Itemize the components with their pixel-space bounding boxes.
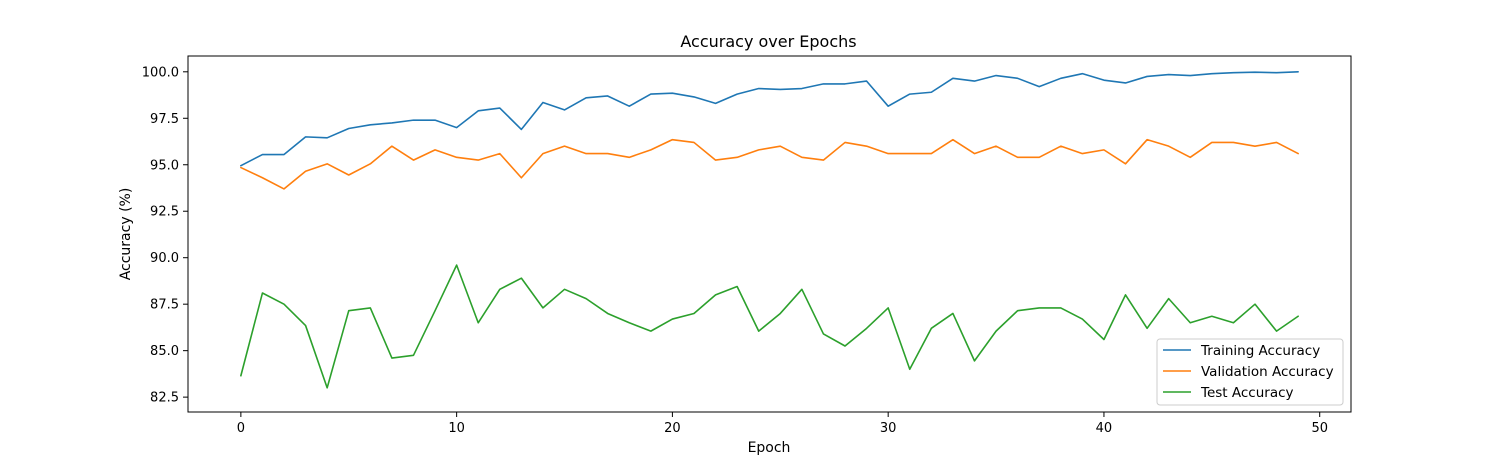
chart-title: Accuracy over Epochs: [680, 32, 856, 51]
y-tick-label: 82.5: [150, 391, 179, 406]
y-axis-ticks: 82.5 85.0 87.5 90.0 92.5 95.0 97.5 100.0: [142, 65, 188, 406]
y-axis-label: Accuracy (%): [118, 188, 134, 281]
legend-label-test-accuracy: Test Accuracy: [1200, 385, 1294, 401]
y-tick-label: 90.0: [150, 251, 179, 266]
y-tick-label: 100.0: [142, 65, 179, 80]
legend-label-training-accuracy: Training Accuracy: [1200, 343, 1320, 359]
x-tick-label: 20: [664, 421, 681, 436]
legend-entries: Training Accuracy Validation Accuracy Test…: [1163, 343, 1334, 401]
x-tick-label: 10: [448, 421, 465, 436]
x-tick-label: 40: [1096, 421, 1113, 436]
y-tick-label: 95.0: [150, 158, 179, 173]
x-tick-label: 0: [237, 421, 245, 436]
legend-box: [1156, 338, 1344, 406]
plot-area-frame: [187, 55, 1352, 413]
x-tick-label: 50: [1311, 421, 1328, 436]
y-tick-label: 97.5: [150, 112, 179, 127]
test-accuracy-line: [240, 264, 1299, 389]
y-tick-label: 92.5: [150, 205, 179, 220]
x-axis-ticks: 0 10 20 30 40 50: [237, 412, 1328, 436]
y-tick-label: 85.0: [150, 344, 179, 359]
legend-label-validation-accuracy: Validation Accuracy: [1201, 364, 1334, 380]
training-accuracy-line: [240, 71, 1299, 167]
x-tick-label: 30: [880, 421, 897, 436]
validation-accuracy-line: [240, 138, 1299, 190]
x-axis-label: Epoch: [748, 440, 791, 456]
legend: Training Accuracy Validation Accuracy Test…: [1156, 338, 1344, 406]
series-layer: [240, 71, 1299, 389]
y-tick-label: 87.5: [150, 298, 179, 313]
